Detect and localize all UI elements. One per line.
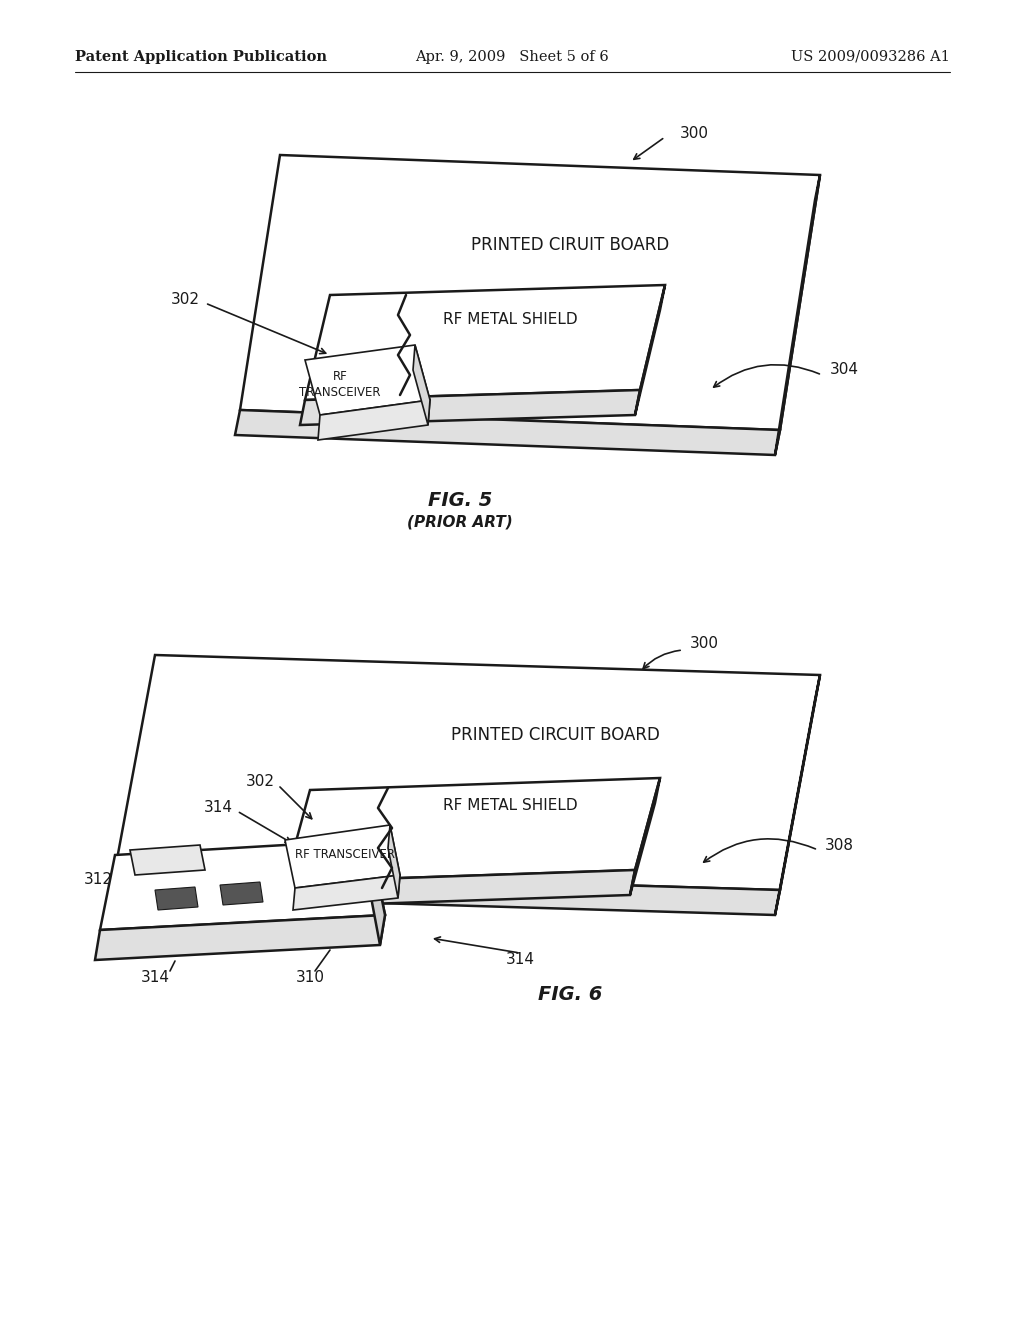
Polygon shape xyxy=(130,845,205,875)
Text: FIG. 5: FIG. 5 xyxy=(428,491,493,510)
Polygon shape xyxy=(413,345,430,425)
Polygon shape xyxy=(95,915,385,960)
Polygon shape xyxy=(635,285,665,414)
Polygon shape xyxy=(285,777,660,882)
Polygon shape xyxy=(155,887,198,909)
Text: 314: 314 xyxy=(506,953,535,968)
Polygon shape xyxy=(293,875,400,909)
Text: Patent Application Publication: Patent Application Publication xyxy=(75,50,327,63)
Text: 304: 304 xyxy=(830,363,859,378)
Text: 314: 314 xyxy=(204,800,233,816)
Text: 300: 300 xyxy=(690,635,719,651)
Polygon shape xyxy=(775,675,820,915)
Polygon shape xyxy=(300,389,640,425)
Polygon shape xyxy=(305,345,430,414)
Text: 302: 302 xyxy=(246,775,275,789)
Text: 310: 310 xyxy=(296,970,325,986)
Text: PRINTED CIRUIT BOARD: PRINTED CIRUIT BOARD xyxy=(471,236,669,253)
Polygon shape xyxy=(115,655,820,890)
Text: (PRIOR ART): (PRIOR ART) xyxy=(408,515,513,529)
Polygon shape xyxy=(280,870,635,907)
Text: US 2009/0093286 A1: US 2009/0093286 A1 xyxy=(792,50,950,63)
Text: RF
TRANSCEIVER: RF TRANSCEIVER xyxy=(299,371,381,400)
Text: 300: 300 xyxy=(680,125,709,140)
Polygon shape xyxy=(234,411,780,455)
Text: 302: 302 xyxy=(171,293,200,308)
Text: Apr. 9, 2009   Sheet 5 of 6: Apr. 9, 2009 Sheet 5 of 6 xyxy=(415,50,609,63)
Polygon shape xyxy=(240,154,820,430)
Text: RF METAL SHIELD: RF METAL SHIELD xyxy=(442,797,578,813)
Polygon shape xyxy=(775,176,820,455)
Polygon shape xyxy=(100,840,385,931)
Polygon shape xyxy=(110,870,780,915)
Text: RF TRANSCEIVER: RF TRANSCEIVER xyxy=(295,849,395,862)
Polygon shape xyxy=(630,777,660,895)
Polygon shape xyxy=(318,400,430,440)
Polygon shape xyxy=(285,825,400,888)
Text: PRINTED CIRCUIT BOARD: PRINTED CIRCUIT BOARD xyxy=(451,726,659,744)
Text: 308: 308 xyxy=(825,837,854,853)
Text: 312: 312 xyxy=(84,873,113,887)
Polygon shape xyxy=(220,882,263,906)
Text: 314: 314 xyxy=(140,970,170,986)
Polygon shape xyxy=(305,285,665,400)
Text: RF METAL SHIELD: RF METAL SHIELD xyxy=(442,313,578,327)
Polygon shape xyxy=(365,840,385,945)
Polygon shape xyxy=(388,825,400,898)
Text: FIG. 6: FIG. 6 xyxy=(538,986,602,1005)
